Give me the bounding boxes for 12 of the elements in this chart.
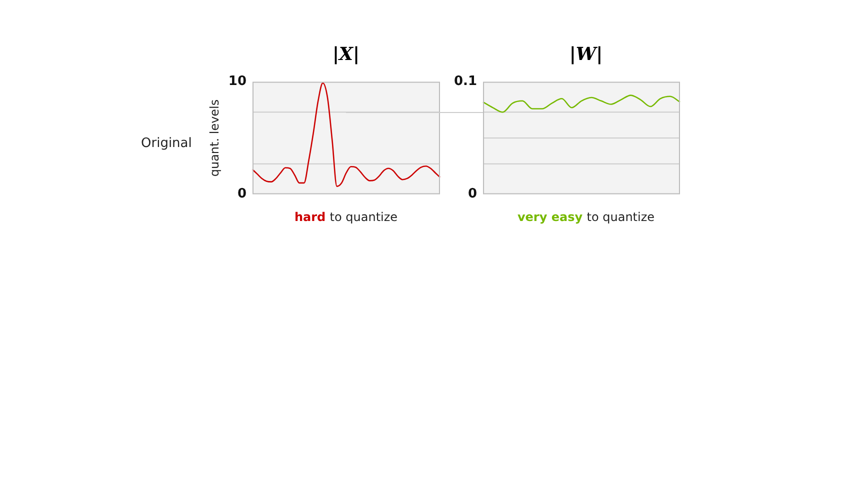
y-tick-label: 0 (237, 186, 246, 202)
chart-title: |X| (331, 44, 361, 67)
text: Original (141, 136, 192, 151)
y-tick-label: 0.1 (454, 74, 478, 90)
x-axis-title: hard to quantize (293, 210, 399, 224)
chart-title: |W| (568, 44, 604, 67)
line-series (482, 94, 681, 113)
y-tick-label: 10 (228, 74, 246, 90)
y-tick-label: 0 (468, 186, 478, 202)
x-axis-title: very easy to quantize (516, 210, 656, 224)
line-series (252, 82, 441, 187)
y-axis-title: quant. levels (207, 99, 222, 177)
